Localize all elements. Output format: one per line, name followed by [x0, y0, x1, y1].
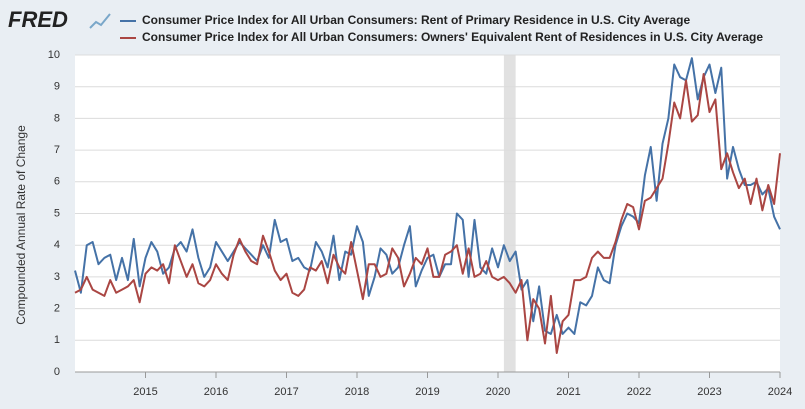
x-tick-label: 2018	[345, 386, 369, 398]
y-tick-label: 1	[54, 334, 60, 346]
x-tick-label: 2024	[768, 386, 792, 398]
line-series	[74, 57, 781, 335]
x-tick-label: 2015	[133, 386, 157, 398]
y-tick-label: 0	[54, 366, 60, 378]
logo-icon	[89, 13, 111, 29]
y-tick-label: 5	[54, 207, 60, 219]
legend-label: Consumer Price Index for All Urban Consu…	[142, 30, 763, 44]
x-tick-label: 2020	[486, 386, 510, 398]
y-tick-label: 7	[54, 144, 60, 156]
y-tick-label: 6	[54, 176, 60, 188]
y-axis-label: Compounded Annual Rate of Change	[14, 125, 28, 325]
legend-label: Consumer Price Index for All Urban Consu…	[142, 13, 690, 27]
x-tick-label: 2016	[204, 386, 228, 398]
y-tick-label: 10	[48, 49, 60, 61]
x-tick-label: 2021	[556, 386, 580, 398]
logo: FRED	[8, 7, 68, 32]
x-tick-label: 2019	[415, 386, 439, 398]
y-tick-label: 2	[54, 303, 60, 315]
y-tick-label: 3	[54, 271, 60, 283]
x-tick-label: 2022	[627, 386, 651, 398]
x-tick-label: 2017	[274, 386, 298, 398]
y-tick-label: 8	[54, 112, 60, 124]
x-tick-label: 2023	[697, 386, 721, 398]
y-tick-label: 4	[54, 239, 60, 251]
line-series	[74, 73, 781, 354]
y-tick-label: 9	[54, 81, 60, 93]
